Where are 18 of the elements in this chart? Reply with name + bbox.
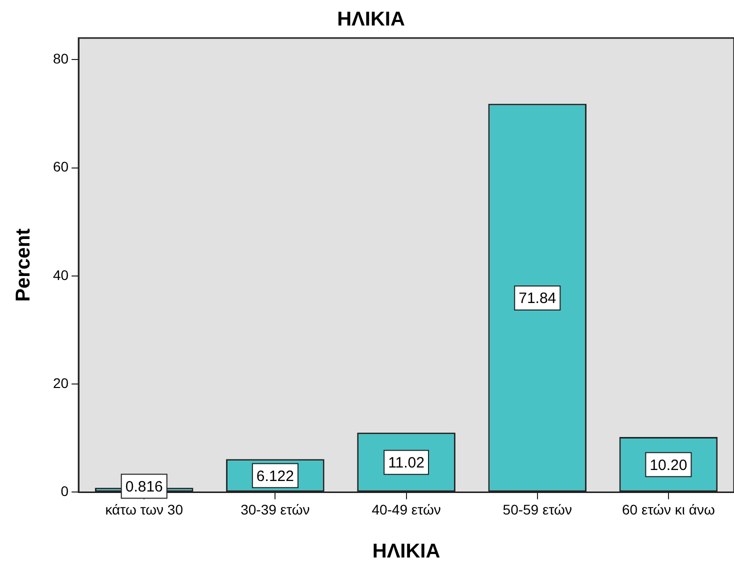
y-axis-title: Percent (12, 228, 35, 302)
x-tick-label: 60 ετών κι άνω (622, 501, 715, 518)
y-tick-label: 80 (52, 50, 69, 66)
data-label: 10.20 (650, 456, 688, 474)
data-label: 0.816 (125, 478, 163, 496)
x-axis-title: ΗΛΙΚΙΑ (372, 540, 440, 563)
data-label: 11.02 (388, 454, 425, 472)
chart-title: ΗΛΙΚΙΑ (337, 8, 405, 31)
x-tick-label: κάτω των 30 (105, 501, 184, 518)
y-tick-label: 60 (52, 158, 69, 175)
data-label: 71.84 (518, 290, 556, 308)
y-tick-label: 40 (52, 266, 69, 283)
x-tick-label: 30-39 ετών (240, 501, 310, 518)
x-tick-label: 40-49 ετών (372, 501, 441, 518)
data-label: 6.122 (256, 468, 294, 485)
x-tick-label: 50-59 ετών (502, 501, 572, 518)
y-tick-label: 0 (60, 483, 69, 500)
y-tick-label: 20 (52, 374, 69, 391)
